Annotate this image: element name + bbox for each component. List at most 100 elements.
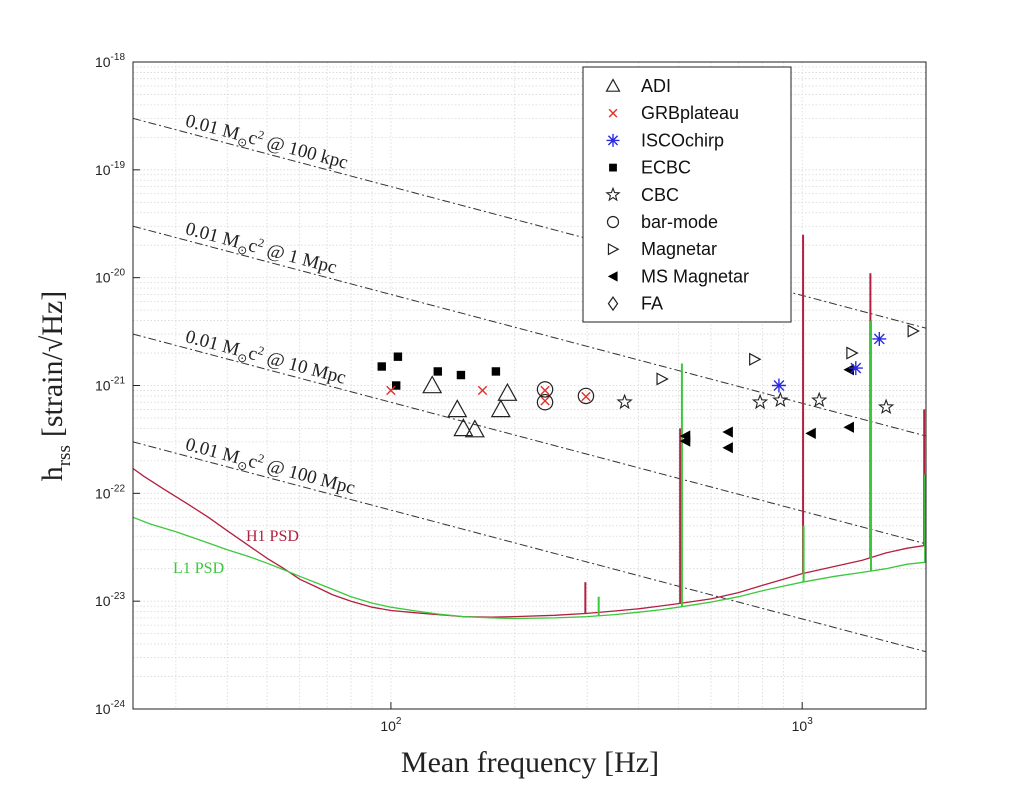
y-tick-base: 10	[95, 593, 111, 609]
legend-item: MS Magnetar	[607, 266, 749, 286]
legend-label: CBC	[641, 185, 679, 205]
y-tick-label: 10-18	[95, 52, 125, 70]
legend-label: bar-mode	[641, 212, 718, 232]
y-tick-base: 10	[95, 701, 111, 717]
marker-triangle-right	[656, 372, 669, 386]
legend-item: Magnetar	[607, 239, 717, 259]
psd-labels: H1 PSD L1 PSD	[173, 528, 299, 577]
legend-label: ADI	[641, 76, 671, 96]
x-tick-exponent: 2	[396, 716, 402, 727]
marker-square	[456, 370, 466, 380]
reference-label-sub: ⊙	[236, 134, 249, 150]
series-iscochirp	[771, 331, 887, 393]
marker-triangle	[605, 78, 621, 92]
marker-x	[477, 385, 488, 396]
legend-item: ADI	[605, 76, 671, 96]
marker-circle	[606, 215, 620, 229]
marker-diamond	[607, 296, 619, 312]
legend-label: ECBC	[641, 158, 691, 178]
psd-label-l1: L1 PSD	[173, 560, 224, 577]
marker-triangle-left	[843, 421, 854, 433]
legend-item: FA	[607, 294, 663, 314]
reference-label-sup: 2	[257, 343, 266, 358]
x-tick-base: 10	[792, 718, 808, 734]
legend-label: FA	[641, 294, 663, 314]
y-axis-label-unit: [strain/√Hz]	[36, 291, 69, 437]
marker-triangle	[490, 399, 511, 418]
y-tick-exponent: -23	[111, 591, 126, 602]
series-bar-mode	[536, 381, 595, 411]
reference-label-sub: ⊙	[236, 458, 249, 474]
reference-line	[133, 333, 926, 545]
marker-circle	[577, 387, 595, 405]
y-tick-exponent: -18	[111, 52, 126, 63]
x-tick-base: 10	[380, 718, 396, 734]
marker-star	[616, 393, 633, 410]
marker-triangle	[497, 382, 518, 401]
marker-triangle-right	[749, 352, 762, 366]
x-axis-label: Mean frequency [Hz]	[401, 746, 659, 779]
marker-square	[377, 362, 386, 371]
reference-line	[133, 117, 926, 329]
y-tick-exponent: -19	[111, 160, 126, 171]
legend-item: CBC	[605, 185, 679, 205]
marker-x	[608, 108, 618, 118]
series-ecbc	[377, 352, 501, 390]
y-tick-label: 10-22	[95, 483, 125, 501]
marker-star	[605, 186, 621, 202]
marker-triangle-left	[607, 271, 618, 282]
marker-square	[391, 381, 401, 390]
reference-lines	[133, 117, 926, 653]
marker-triangle-right	[607, 243, 620, 256]
y-tick-label: 10-19	[95, 160, 125, 178]
y-tick-label: 10-23	[95, 591, 125, 609]
marker-asterisk	[848, 361, 863, 376]
x-tick-label: 103	[792, 716, 814, 734]
marker-square	[393, 352, 403, 361]
marker-triangle	[453, 418, 474, 437]
y-axis-label: hrss [strain/√Hz]	[36, 291, 75, 482]
marker-star	[877, 398, 895, 415]
y-axis-label-main: h	[36, 466, 69, 481]
reference-label-sub: ⊙	[236, 350, 249, 366]
marker-asterisk	[771, 378, 786, 393]
marker-circle	[536, 393, 554, 411]
marker-x	[540, 396, 550, 406]
data-markers	[377, 324, 920, 454]
marker-x	[386, 385, 396, 396]
reference-label-sup: 2	[257, 451, 266, 466]
y-axis-label-sub: rss	[54, 445, 75, 466]
psd-curve	[133, 516, 926, 620]
marker-x	[581, 391, 591, 402]
x-tick-label: 102	[380, 716, 402, 734]
marker-triangle-left	[679, 435, 691, 447]
reference-line	[133, 441, 926, 653]
legend-item: bar-mode	[606, 212, 718, 232]
reference-label-sub: ⊙	[236, 242, 249, 258]
marker-asterisk	[606, 133, 620, 147]
marker-triangle-right	[846, 346, 859, 360]
marker-triangle	[464, 419, 485, 438]
legend-label: ISCOchirp	[641, 130, 724, 150]
y-tick-base: 10	[95, 485, 111, 501]
y-tick-exponent: -24	[111, 699, 126, 710]
marker-star	[751, 393, 769, 410]
marker-triangle-right	[907, 324, 920, 338]
y-tick-label: 10-24	[95, 699, 125, 717]
reference-label-sup: 2	[257, 235, 266, 250]
series-magnetar	[656, 324, 920, 386]
legend-item: GRBplateau	[608, 103, 739, 123]
marker-star	[772, 391, 789, 408]
y-tick-exponent: -22	[111, 483, 126, 494]
marker-star	[811, 391, 828, 408]
marker-square	[491, 367, 501, 376]
marker-triangle	[447, 399, 468, 418]
legend-item: ISCOchirp	[606, 130, 724, 150]
marker-triangle-left	[805, 427, 816, 439]
y-tick-exponent: -20	[111, 268, 126, 279]
y-tick-base: 10	[95, 162, 111, 178]
marker-triangle-left	[722, 442, 733, 454]
reference-label-sup: 2	[257, 127, 266, 142]
